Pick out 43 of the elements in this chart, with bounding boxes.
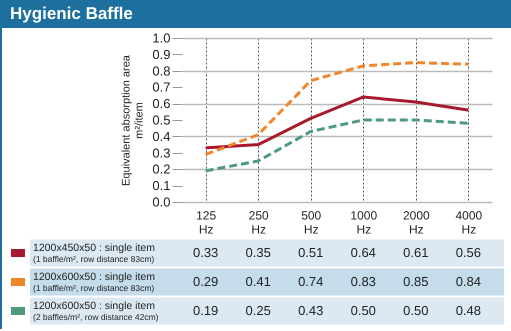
y-tick-label: 0.1	[152, 178, 170, 194]
legend-label: 1200x600x50 : single item (1 baffle/m², row distance 83cm)	[33, 271, 156, 293]
y-tick-label: 0.4	[152, 128, 170, 144]
line-series	[204, 118, 470, 172]
data-label: 0.25	[246, 303, 271, 318]
y-tick-label: 0.0	[152, 194, 170, 210]
data-label: 0.50	[350, 303, 376, 318]
y-tick-label: 0.3	[152, 145, 170, 160]
data-label: 0.83	[350, 274, 376, 289]
line-series	[204, 96, 470, 150]
data-label: 0.29	[192, 274, 218, 289]
x-tick-label: 125 Hz	[196, 208, 216, 236]
x-tick-label: 250 Hz	[248, 208, 270, 236]
data-label: 0.43	[298, 303, 324, 318]
y-tick-label: 0.8	[152, 63, 170, 78]
data-label: 0.74	[298, 274, 324, 289]
data-label: 0.61	[403, 245, 428, 260]
y-tick-label: 0.9	[152, 46, 170, 62]
data-label: 0.84	[456, 274, 482, 289]
data-label: 0.85	[403, 274, 428, 289]
data-label: 0.41	[246, 274, 271, 289]
x-tick-label: 1000 Hz	[350, 208, 378, 236]
y-axis-title: Equivalent absorption area m²/item	[120, 54, 146, 186]
y-tick-label: 0.2	[152, 162, 170, 177]
x-tick-label: 2000 Hz	[402, 208, 430, 236]
y-tick-label: 1.0	[152, 30, 170, 46]
line-series	[204, 61, 470, 156]
data-label: 0.33	[192, 245, 218, 260]
data-label: 0.56	[456, 245, 482, 260]
chart-title: Hygienic Baffle	[2, 0, 509, 28]
x-tick-label: 500 Hz	[301, 208, 322, 236]
y-tick-label: 0.6	[152, 96, 170, 112]
data-label: 0.19	[192, 303, 218, 318]
legend-label: 1200x600x50 : single item (2 baffles/m², row distance 42cm)	[33, 300, 159, 322]
data-label: 0.51	[298, 245, 324, 260]
y-tick-label: 0.7	[152, 80, 170, 95]
legend-label: 1200x450x50 : single item (1 baffle/m², row distance 83cm)	[33, 242, 156, 264]
data-label: 0.64	[350, 245, 376, 260]
y-tick-label: 0.5	[152, 112, 170, 128]
data-label: 0.35	[246, 245, 271, 260]
x-tick-label: 4000 Hz	[456, 208, 483, 236]
data-label: 0.48	[456, 303, 482, 318]
data-label: 0.50	[403, 303, 428, 318]
